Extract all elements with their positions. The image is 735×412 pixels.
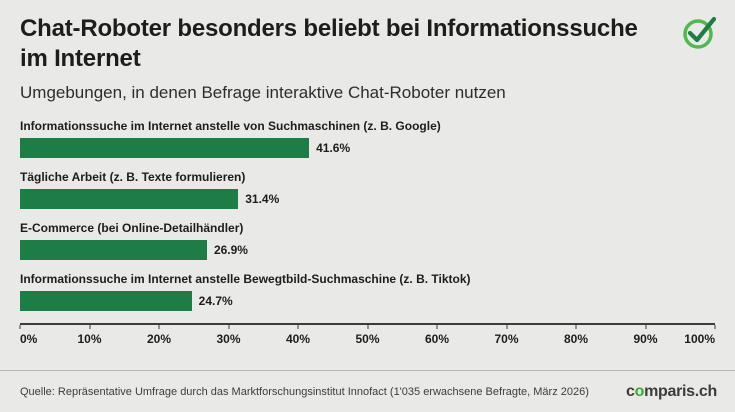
chart-subtitle: Umgebungen, in denen Befrage interaktive… xyxy=(20,83,506,102)
bar xyxy=(20,240,207,260)
axis-tick-label: 60% xyxy=(424,332,450,346)
axis-tick xyxy=(714,325,716,329)
bar-track: 31.4% xyxy=(20,189,715,209)
bar xyxy=(20,291,192,311)
axis-tick-label: 80% xyxy=(563,332,589,346)
category-label: E-Commerce (bei Online-Detailhändler) xyxy=(20,221,244,235)
bar xyxy=(20,189,239,209)
comparis-logo: comparis.ch xyxy=(626,383,717,401)
category-label: Informationssuche im Internet anstelle B… xyxy=(20,272,471,286)
x-axis: 0% 10% 20% 30% 40% 50% 60% 70% 80% 90% 100% xyxy=(19,323,716,347)
axis-tick-label: 40% xyxy=(285,332,311,346)
bar-rows: Informationssuche im Internet anstelle v… xyxy=(20,119,715,311)
bar xyxy=(20,138,310,158)
footer: Quelle: Repräsentative Umfrage durch das… xyxy=(0,370,735,412)
bar-row: Tägliche Arbeit (z. B. Texte formulieren… xyxy=(20,170,715,209)
bar-track: 41.6% xyxy=(20,138,715,158)
value-label: 26.9% xyxy=(213,243,248,257)
axis-tick xyxy=(297,325,299,329)
bar-chart: Informationssuche im Internet anstelle v… xyxy=(20,119,715,311)
axis-tick xyxy=(367,325,368,329)
bar-track: 26.9% xyxy=(20,240,715,260)
axis-tick xyxy=(228,325,229,329)
source-text: Quelle: Repräsentative Umfrage durch das… xyxy=(20,385,589,398)
axis-tick xyxy=(645,325,646,329)
bar-row: Informationssuche im Internet anstelle B… xyxy=(20,272,715,311)
axis-tick xyxy=(19,325,21,329)
logo-o: o xyxy=(634,382,645,400)
axis-tick-label: 10% xyxy=(77,332,102,346)
bar-row: Informationssuche im Internet anstelle v… xyxy=(20,119,715,158)
header: Chat-Roboter besonders beliebt bei Infor… xyxy=(0,0,735,103)
axis-tick-label: 30% xyxy=(216,332,241,346)
axis-tick-label: 90% xyxy=(633,332,658,346)
axis-tick xyxy=(575,325,577,329)
bar-track: 24.7% xyxy=(20,291,715,311)
axis-tick-label: 100% xyxy=(684,332,715,346)
logo-prefix: c xyxy=(626,382,635,400)
category-label: Tägliche Arbeit (z. B. Texte formulieren… xyxy=(20,170,246,184)
category-label: Informationssuche im Internet anstelle v… xyxy=(20,119,441,133)
axis-tick xyxy=(89,325,90,329)
value-label: 31.4% xyxy=(245,192,280,206)
value-label: 41.6% xyxy=(316,141,351,155)
logo-suffix: mparis.ch xyxy=(644,382,717,400)
axis-tick xyxy=(436,325,438,329)
axis-tick-label: 70% xyxy=(494,332,519,346)
axis-tick-label: 20% xyxy=(146,332,172,346)
axis-tick-label: 0% xyxy=(20,332,38,346)
axis-tick xyxy=(158,325,160,329)
axis-tick xyxy=(506,325,507,329)
value-label: 24.7% xyxy=(198,294,233,308)
page-title: Chat-Roboter besonders beliebt bei Infor… xyxy=(20,15,638,72)
check-circle-icon xyxy=(679,12,719,52)
bar-row: E-Commerce (bei Online-Detailhändler) 26.… xyxy=(20,221,715,260)
axis-tick-label: 50% xyxy=(355,332,380,346)
